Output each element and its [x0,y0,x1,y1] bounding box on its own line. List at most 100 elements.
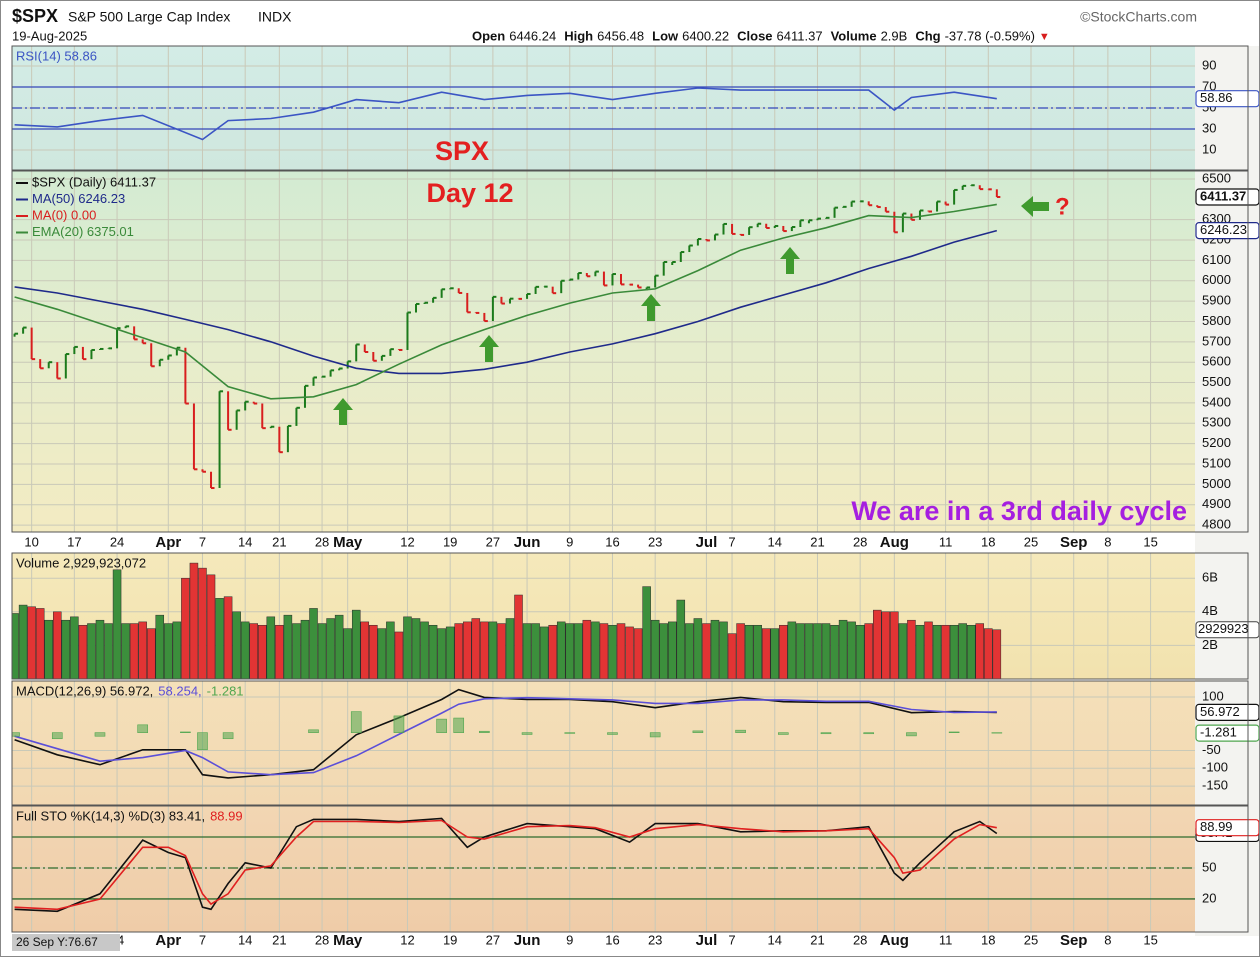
value-tag-label: 6246.23 [1200,222,1247,237]
panel: 2B 4B 6B Volume 2,929,923,072 2929923 [11,552,1260,680]
quote-value: -37.78 (-0.59%) [945,28,1035,43]
histogram-bar [649,732,661,738]
volume-bar [181,577,190,679]
volume-bar [146,628,156,679]
series-line [14,229,998,375]
series-line [14,696,997,776]
y-tick-label: 4B [1202,603,1218,618]
volume-bar [898,623,908,679]
x-tick-label: 12 [400,932,414,947]
volume-bar [360,621,370,679]
volume-bar [633,628,643,679]
y-tick-label: 6B [1202,570,1218,585]
x-tick-label: 9 [566,534,573,549]
volume-bar [915,624,925,679]
volume-bar [548,624,557,679]
volume-bar [531,623,540,679]
volume-bar [625,626,634,679]
histogram-bar [735,729,746,733]
x-tick-label: 19 [443,932,457,947]
volume-bar [27,606,36,679]
volume-bar [172,621,182,679]
volume-bar [411,618,421,679]
histogram-bar [863,732,875,735]
up-arrow [780,247,800,274]
volume-bar [932,624,942,679]
histogram-bar [777,732,789,735]
x-tick-label: 8 [1104,534,1111,549]
volume-bar [787,621,797,679]
volume-bar [591,621,600,679]
panels: 10 30 50 70 90 RSI(14) 58.86 58.86 4800 4900 5000… [11,45,1260,949]
volume-bar [966,624,976,679]
x-tick-label: 27 [486,932,500,947]
quote-label: High [564,28,593,43]
volume-bar [992,629,1002,679]
y-tick-label: 5100 [1202,455,1231,470]
y-tick-label: -100 [1202,760,1228,775]
quote-label: Low [652,28,679,43]
histogram-bar [51,732,63,740]
volume-bar [223,596,233,679]
x-tick-label: Jun [514,534,541,551]
volume-bar [890,611,899,679]
annotation-title: SPX [435,136,489,166]
x-tick-label: Sep [1060,932,1088,949]
histogram-bar [692,730,704,733]
y-tick-label: 2B [1202,637,1218,652]
value-tag-label: 88.99 [1200,819,1233,834]
x-tick-label: 9 [566,932,573,947]
volume-bar [599,623,609,679]
panel-background [12,806,1195,932]
volume-bar [574,623,583,679]
y-tick-label: 5200 [1202,435,1231,450]
legend-entry: 58.254, [158,683,201,698]
x-tick-label: 19 [443,534,457,549]
annotation-subtitle: Day 12 [426,178,513,208]
panel: 4800 4900 5000 5100 5200 5300 5400 5500 5600 5700… [11,170,1260,533]
volume-bar [539,626,549,679]
plot-area [14,817,998,913]
y-tick-label: 20 [1202,890,1216,905]
volume-bar [78,624,88,679]
series-line [14,817,998,913]
volume-bar [958,623,967,679]
panel-border [11,45,1249,171]
volume-bar [719,621,728,679]
volume-bar [556,621,566,679]
volume-bar [838,619,848,679]
value-tag-label: 2929923 [1198,621,1249,636]
volume-bar [941,624,950,679]
x-tick-label: 12 [400,534,414,549]
volume-bar [642,586,651,679]
volume-bar [258,624,267,679]
x-tick-label: 15 [1143,932,1157,947]
annotation-note: We are in a 3rd daily cycle [851,496,1187,526]
volume-bar [608,624,617,679]
histogram-bar [607,732,618,735]
volume-bar [514,594,523,679]
plot-area [14,87,997,141]
volume-bar [753,624,762,679]
y-tick-label: 4800 [1202,517,1231,532]
x-tick-label: 14 [238,932,252,947]
volume-bar [104,623,113,679]
x-tick-label: 25 [1024,534,1038,549]
y-tick-label: 5300 [1202,415,1231,430]
volume-bar [463,621,472,679]
volume-bar [138,621,147,679]
volume-bar [70,616,79,679]
histogram-bar [308,729,319,733]
x-tick-label: 23 [648,932,662,947]
volume-bar [266,616,276,679]
volume-bar [369,624,378,679]
series-line [14,87,997,141]
plot-area [13,184,1001,490]
left-arrow [1021,196,1049,217]
x-tick-label: 14 [768,932,782,947]
x-tick-label: 23 [648,534,662,549]
y-tick-label: 5700 [1202,333,1231,348]
series-line [14,819,997,911]
volume-bar [155,614,165,679]
y-tick-label: 30 [1202,120,1216,135]
